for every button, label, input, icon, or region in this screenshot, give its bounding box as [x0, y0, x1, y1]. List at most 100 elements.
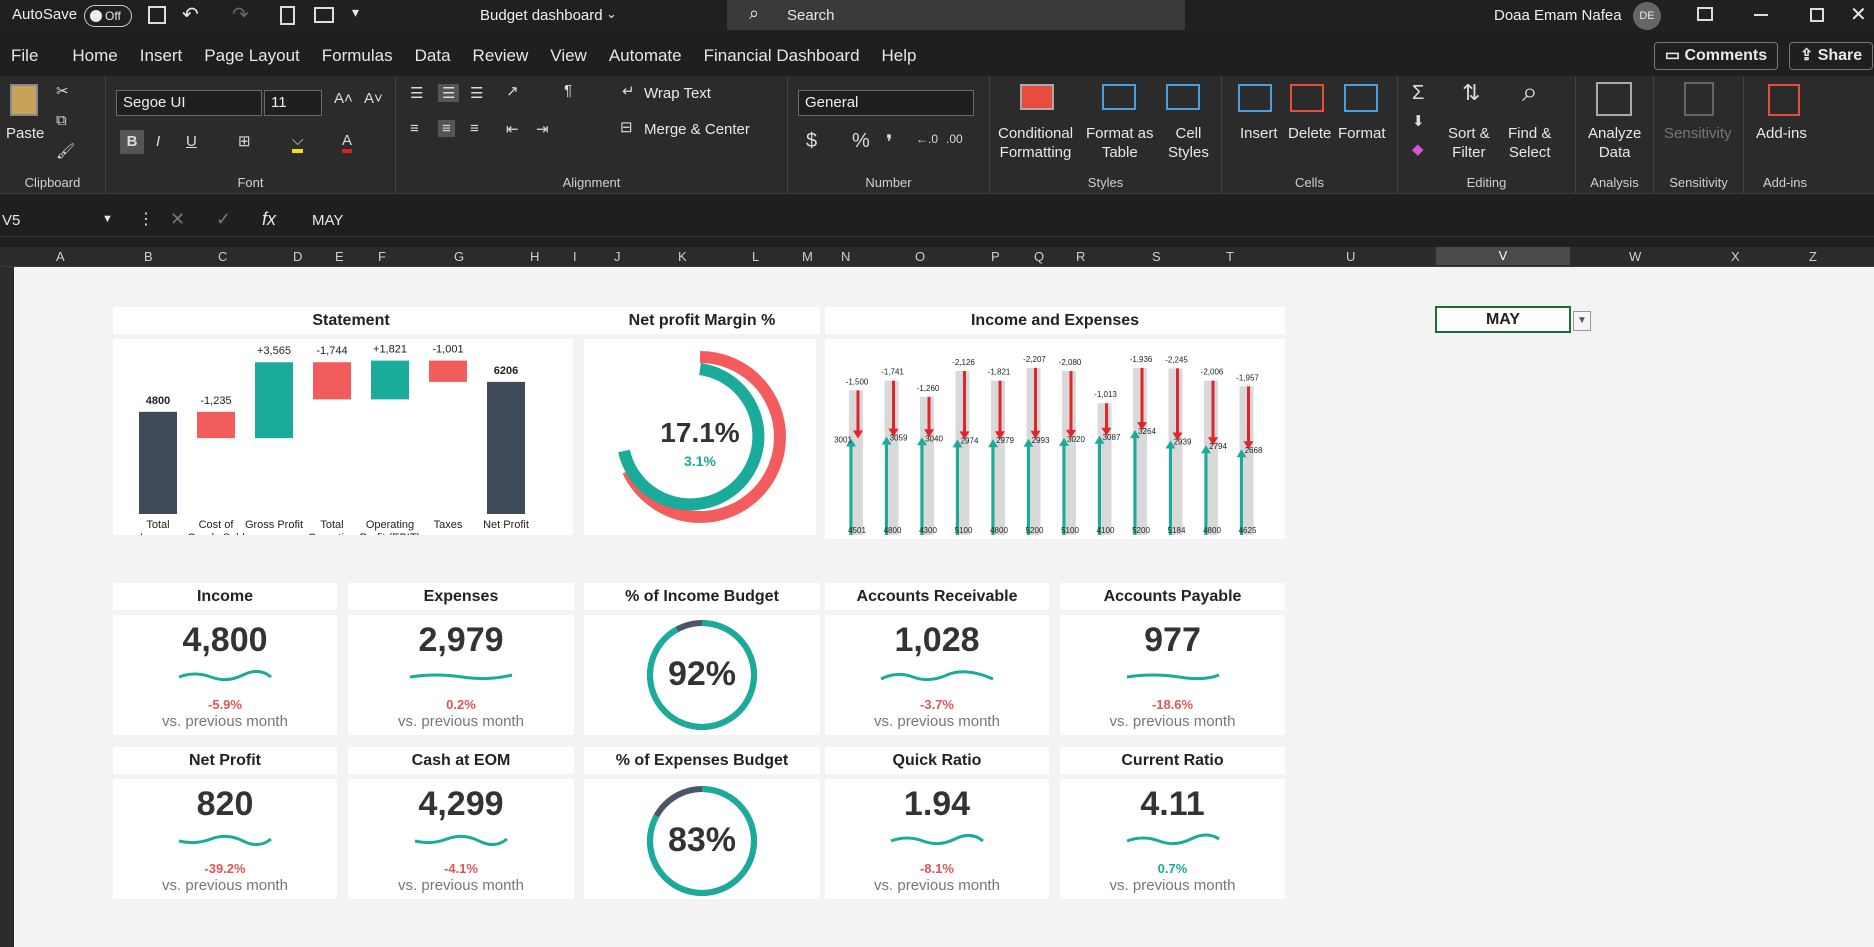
column-header-n[interactable]: N — [841, 249, 851, 264]
column-header-p[interactable]: P — [991, 249, 1000, 264]
undo-icon[interactable]: ↶ — [182, 4, 199, 26]
confirm-formula-icon[interactable]: ✓ — [216, 209, 232, 229]
comments-button[interactable]: ▭ Comments — [1654, 42, 1778, 70]
column-header-z[interactable]: Z — [1809, 249, 1817, 264]
font-name-select[interactable]: Segoe UI — [116, 90, 262, 116]
document-title[interactable]: Budget dashboard — [480, 7, 603, 24]
font-color-icon[interactable]: A — [342, 132, 353, 153]
search-box[interactable]: ⌕ Search — [727, 0, 1185, 30]
sort-filter-button[interactable]: Sort & Filter — [1448, 125, 1490, 161]
column-header-v[interactable]: V — [1436, 247, 1570, 265]
name-box-chevron-icon[interactable]: ▼ — [102, 213, 113, 225]
formula-input[interactable]: MAY — [312, 212, 344, 229]
format-as-table-button[interactable]: Format as Table — [1086, 125, 1154, 161]
autosave-toggle[interactable]: Off — [84, 5, 132, 27]
align-center-icon[interactable]: ≡ — [438, 120, 455, 137]
ribbon-display-icon[interactable] — [1697, 7, 1713, 21]
month-dropdown-button[interactable]: ▼ — [1573, 311, 1591, 331]
title-chevron-icon[interactable]: ⌄ — [606, 6, 617, 21]
align-right-icon[interactable]: ≡ — [470, 120, 479, 137]
column-header-b[interactable]: B — [144, 249, 153, 264]
minimize-icon[interactable] — [1754, 14, 1768, 16]
new-file-icon[interactable] — [280, 6, 295, 25]
analyze-data-icon[interactable] — [1596, 82, 1632, 116]
bold-icon[interactable]: B — [120, 130, 144, 154]
find-select-button[interactable]: Find & Select — [1508, 125, 1552, 161]
column-header-j[interactable]: J — [614, 249, 621, 264]
wrap-text-icon[interactable]: ↵ — [622, 83, 635, 100]
column-header-o[interactable]: O — [915, 249, 926, 264]
save-icon[interactable] — [148, 6, 166, 24]
column-header-k[interactable]: K — [678, 249, 687, 264]
user-name[interactable]: Doaa Emam Nafea — [1494, 7, 1622, 24]
autosum-icon[interactable]: Σ — [1412, 82, 1425, 104]
addins-button[interactable]: Add-ins — [1756, 125, 1807, 142]
paste-icon[interactable] — [10, 84, 38, 116]
fill-icon[interactable]: ⬇ — [1412, 113, 1425, 130]
column-header-m[interactable]: M — [802, 249, 813, 264]
rtl-icon[interactable]: ¶ — [564, 82, 573, 99]
conditional-formatting-icon[interactable] — [1020, 84, 1054, 110]
italic-icon[interactable]: I — [156, 133, 161, 150]
analyze-data-button[interactable]: Analyze Data — [1588, 125, 1642, 161]
column-header-x[interactable]: X — [1731, 249, 1740, 264]
column-header-h[interactable]: H — [530, 249, 540, 264]
column-header-q[interactable]: Q — [1034, 249, 1045, 264]
share-button[interactable]: ⇪ Share — [1789, 42, 1873, 70]
align-middle-icon[interactable]: ☰ — [438, 84, 460, 102]
align-left-icon[interactable]: ≡ — [410, 120, 419, 137]
column-header-s[interactable]: S — [1152, 249, 1161, 264]
format-cells-icon[interactable] — [1344, 84, 1378, 112]
maximize-icon[interactable] — [1810, 8, 1824, 22]
align-top-icon[interactable]: ☰ — [410, 85, 424, 102]
currency-icon[interactable]: $ — [806, 130, 818, 152]
merge-center-button[interactable]: Merge & Center — [644, 121, 750, 138]
tab-view[interactable]: View — [550, 46, 587, 65]
tab-file[interactable]: File — [11, 46, 39, 65]
cell-styles-icon[interactable] — [1166, 84, 1200, 110]
tab-insert[interactable]: Insert — [139, 46, 183, 65]
column-header-c[interactable]: C — [218, 249, 228, 264]
font-size-select[interactable]: 11 — [264, 90, 322, 116]
redo-icon[interactable]: ↷ — [232, 4, 249, 26]
tab-formulas[interactable]: Formulas — [321, 46, 393, 65]
percent-icon[interactable]: % — [852, 130, 870, 152]
wrap-text-button[interactable]: Wrap Text — [644, 85, 711, 102]
customize-icon[interactable]: ▾ — [352, 4, 360, 20]
orientation-icon[interactable]: ↗ — [506, 83, 519, 100]
align-bottom-icon[interactable]: ☰ — [470, 85, 484, 102]
fill-color-icon[interactable]: ⌵ — [292, 132, 304, 153]
cancel-formula-icon[interactable]: ✕ — [170, 209, 186, 229]
tab-automate[interactable]: Automate — [608, 46, 682, 65]
email-icon[interactable] — [314, 7, 334, 23]
increase-font-icon[interactable]: A˄ — [334, 90, 353, 107]
column-header-l[interactable]: L — [752, 249, 760, 264]
merge-icon[interactable]: ⊟ — [620, 119, 633, 136]
increase-indent-icon[interactable]: ⇥ — [536, 121, 549, 138]
tab-data[interactable]: Data — [414, 46, 451, 65]
sort-filter-icon[interactable]: ⇅ — [1462, 80, 1481, 105]
format-cells-button[interactable]: Format — [1338, 125, 1386, 142]
comma-icon[interactable]: ❜ — [886, 132, 893, 154]
column-header-i[interactable]: I — [573, 249, 577, 264]
cell-styles-button[interactable]: Cell Styles — [1168, 125, 1209, 161]
column-header-t[interactable]: T — [1226, 249, 1234, 264]
column-header-r[interactable]: R — [1076, 249, 1086, 264]
column-header-g[interactable]: G — [454, 249, 465, 264]
insert-cells-button[interactable]: Insert — [1240, 125, 1278, 142]
column-header-f[interactable]: F — [378, 249, 386, 264]
column-header-e[interactable]: E — [335, 249, 344, 264]
format-table-icon[interactable] — [1102, 84, 1136, 110]
paste-button[interactable]: Paste — [6, 125, 45, 142]
column-header-u[interactable]: U — [1346, 249, 1356, 264]
tab-financial-dashboard[interactable]: Financial Dashboard — [703, 46, 860, 65]
delete-cells-button[interactable]: Delete — [1288, 125, 1332, 142]
copy-icon[interactable]: ⧉ — [56, 112, 67, 129]
tab-home[interactable]: Home — [72, 46, 118, 65]
column-header-d[interactable]: D — [293, 249, 303, 264]
more-icon[interactable]: ⋮ — [138, 211, 154, 228]
close-icon[interactable]: ✕ — [1850, 4, 1867, 26]
clear-icon[interactable]: ◆ — [1412, 141, 1424, 158]
decrease-indent-icon[interactable]: ⇤ — [506, 121, 519, 138]
